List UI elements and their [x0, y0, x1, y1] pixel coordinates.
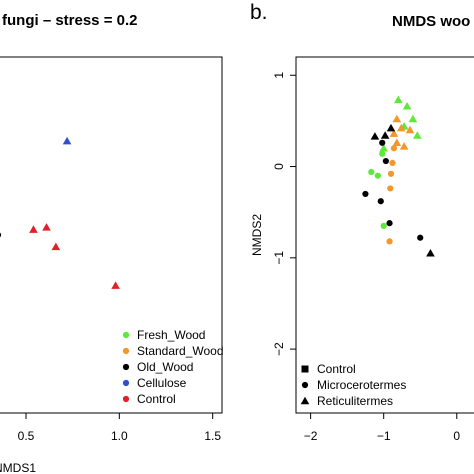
panel-a-x-ticks: 0.5 1.0 1.5 [18, 413, 221, 443]
panel-b-point [402, 101, 412, 110]
panel-b-point [368, 168, 375, 176]
legend-b-swatch [301, 381, 309, 389]
panel-b-x-tick-label: −2 [304, 429, 318, 443]
panel-b-point [374, 172, 381, 179]
panel-a-point [62, 136, 72, 145]
legend-a-swatch [122, 395, 130, 403]
panel-b-point [380, 131, 390, 139]
legend-b-label: Control [317, 362, 356, 376]
panel-a-point [29, 225, 38, 233]
legend-a-label: Fresh_Wood [137, 328, 205, 342]
panel-b-y-tick-label: 0 [272, 163, 286, 170]
panel-b-x-tick-label: 0 [453, 429, 460, 443]
panel-b-point [392, 114, 402, 123]
panel-b-point [389, 129, 399, 137]
panel-b-point [392, 138, 402, 147]
panel-a-x-tick-label: 1.5 [204, 429, 221, 443]
legend-a-label: Old_Wood [137, 360, 193, 374]
legend-a-swatch [122, 347, 130, 355]
panel-b-point [379, 139, 386, 146]
panel-b-point [382, 157, 389, 165]
panel-b-point [387, 185, 394, 192]
panel-a-x-tick-label: 0.5 [18, 429, 35, 443]
panel-b-y-tick-label: −1 [272, 251, 286, 265]
panel-b-y-ticks: −2 −1 0 1 [272, 72, 296, 356]
panel-b-letter: b. [250, 1, 268, 24]
panel-b-legend: Control Microcerotermes Reticulitermes [300, 362, 406, 408]
panel-b-point [405, 125, 415, 134]
legend-b-label: Reticulitermes [317, 394, 393, 408]
panel-a-x-tick-label: 1.0 [111, 429, 128, 443]
panel-b-point [413, 131, 422, 139]
panel-b-point [394, 95, 403, 104]
panel-b-points [362, 95, 435, 257]
panel-b-frame [295, 56, 474, 414]
panel-a-x-axis-label: NMDS1 [0, 461, 36, 474]
panel-b-x-tick-label: −1 [377, 429, 391, 443]
panel-b-title: NMDS woo [392, 13, 470, 30]
panel-a-points [0, 136, 120, 289]
panel-b-point [386, 238, 393, 245]
panel-b-point [417, 234, 424, 241]
panel-b-point [426, 248, 435, 257]
panel-a-title: fungi – stress = 0.2 [2, 12, 137, 29]
panel-a-point [0, 232, 2, 238]
panel-b-point [386, 220, 393, 227]
legend-a-label: Control [137, 392, 176, 406]
panel-b-point [362, 190, 369, 198]
panel-b-point [390, 145, 398, 152]
panel-a-point [51, 242, 61, 251]
panel-b-point [370, 132, 380, 140]
legend-a-label: Standard_Wood [137, 344, 224, 358]
panel-a-legend: Fresh_Wood Standard_Wood Old_Wood Cellulose… [122, 328, 224, 406]
panel-b-point [377, 198, 384, 205]
legend-a-swatch [122, 331, 130, 339]
legend-a-swatch [122, 379, 130, 387]
legend-b-swatch [300, 396, 310, 405]
legend-b-swatch [301, 365, 309, 373]
panel-a-point [42, 223, 51, 231]
panel-b-x-ticks: −2 −1 0 [304, 413, 460, 443]
panel-b-point [389, 159, 396, 166]
panel-b-point [379, 143, 388, 152]
legend-a-label: Cellulose [137, 376, 187, 390]
panel-b-point [408, 114, 418, 123]
panel-b-wood: b. NMDS woo −2 −1 0 −2 −1 0 1 NMDS2 Control Mi… [250, 1, 474, 443]
legend-a-swatch [122, 363, 130, 371]
panel-b-point [386, 123, 396, 132]
panel-b-y-tick-label: −2 [272, 342, 286, 356]
panel-b-y-axis-label: NMDS2 [250, 214, 264, 256]
panel-b-y-tick-label: 1 [272, 72, 286, 79]
panel-b-point [396, 123, 406, 132]
panel-b-point [379, 150, 386, 157]
panel-b-point [380, 222, 387, 229]
panel-a-frame [0, 56, 223, 414]
panel-b-point [387, 170, 395, 177]
panel-a-fungi: fungi – stress = 0.2 0.5 1.0 1.5 Fresh_Woo… [0, 12, 224, 474]
panel-b-point [399, 142, 409, 150]
panel-a-point [111, 281, 120, 289]
legend-b-label: Microcerotermes [317, 378, 406, 392]
